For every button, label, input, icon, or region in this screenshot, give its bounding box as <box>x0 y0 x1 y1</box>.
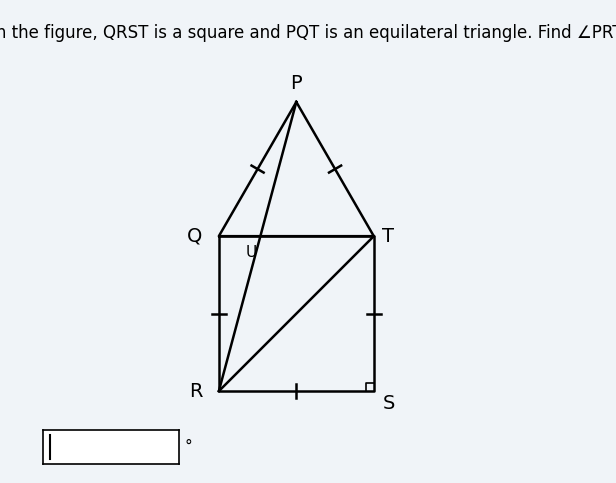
Text: T: T <box>383 227 394 246</box>
Text: In the figure, QRST is a square and PQT is an equilateral triangle. Find ∠PRT.: In the figure, QRST is a square and PQT … <box>0 24 616 42</box>
Text: Q: Q <box>187 227 203 246</box>
Text: S: S <box>383 395 395 413</box>
Text: R: R <box>189 382 203 400</box>
Text: P: P <box>291 74 302 93</box>
Text: °: ° <box>185 439 193 455</box>
Text: U: U <box>246 245 257 260</box>
